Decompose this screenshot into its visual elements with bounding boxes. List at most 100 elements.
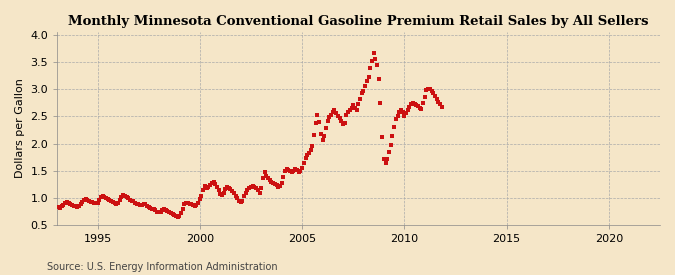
- Point: [271, 183, 282, 188]
- Point: [203, 185, 214, 189]
- Point: [302, 153, 313, 158]
- Point: [237, 199, 248, 204]
- Point: [221, 184, 232, 189]
- Point: [70, 204, 81, 208]
- Point: [109, 201, 120, 206]
- Point: [201, 186, 212, 190]
- Point: [78, 198, 89, 202]
- Point: [399, 114, 410, 118]
- Point: [153, 210, 164, 214]
- Point: [116, 195, 127, 199]
- Point: [124, 197, 135, 202]
- Point: [435, 102, 446, 106]
- Point: [84, 199, 95, 203]
- Point: [218, 190, 229, 195]
- Point: [128, 199, 139, 204]
- Point: [58, 203, 69, 207]
- Point: [82, 197, 92, 202]
- Point: [400, 111, 411, 115]
- Point: [142, 204, 153, 208]
- Point: [350, 105, 360, 110]
- Point: [404, 105, 415, 109]
- Point: [348, 103, 358, 107]
- Point: [379, 156, 389, 161]
- Point: [267, 181, 278, 185]
- Point: [377, 135, 387, 139]
- Point: [308, 133, 319, 138]
- Point: [140, 202, 151, 207]
- Point: [409, 101, 420, 106]
- Point: [213, 188, 224, 192]
- Point: [225, 187, 236, 191]
- Point: [331, 111, 342, 115]
- Point: [236, 200, 246, 205]
- Point: [387, 134, 398, 139]
- Point: [160, 208, 171, 212]
- Point: [122, 195, 132, 200]
- Point: [353, 102, 364, 106]
- Point: [88, 201, 99, 205]
- Point: [97, 194, 108, 199]
- Point: [326, 112, 337, 117]
- Point: [354, 97, 365, 101]
- Point: [247, 184, 258, 188]
- Point: [217, 192, 227, 197]
- Point: [94, 198, 105, 202]
- Point: [208, 179, 219, 184]
- Point: [200, 184, 211, 188]
- Point: [111, 202, 122, 206]
- Point: [77, 200, 88, 205]
- Point: [285, 169, 296, 174]
- Point: [240, 191, 251, 195]
- Point: [382, 156, 393, 161]
- Point: [279, 169, 290, 173]
- Point: [205, 183, 215, 187]
- Point: [143, 204, 154, 209]
- Point: [99, 195, 110, 199]
- Point: [157, 208, 168, 213]
- Point: [167, 212, 178, 216]
- Point: [123, 196, 134, 201]
- Point: [174, 214, 185, 218]
- Point: [319, 134, 329, 139]
- Point: [418, 101, 429, 105]
- Point: [425, 86, 435, 91]
- Point: [334, 116, 345, 121]
- Point: [106, 199, 117, 204]
- Point: [360, 84, 371, 89]
- Point: [188, 203, 198, 207]
- Point: [191, 203, 202, 207]
- Title: Monthly Minnesota Conventional Gasoline Premium Retail Sales by All Sellers: Monthly Minnesota Conventional Gasoline …: [68, 15, 649, 28]
- Point: [314, 120, 325, 125]
- Point: [193, 201, 204, 206]
- Point: [246, 185, 256, 189]
- Point: [414, 105, 425, 110]
- Point: [290, 167, 301, 171]
- Point: [421, 87, 432, 92]
- Point: [351, 108, 362, 112]
- Point: [281, 166, 292, 171]
- Point: [104, 198, 115, 202]
- Point: [254, 190, 265, 195]
- Point: [338, 122, 348, 126]
- Point: [315, 131, 326, 136]
- Point: [363, 75, 374, 79]
- Point: [278, 175, 289, 180]
- Point: [398, 110, 408, 115]
- Point: [86, 200, 97, 204]
- Point: [60, 201, 71, 206]
- Point: [198, 188, 209, 192]
- Point: [210, 182, 221, 186]
- Point: [276, 181, 287, 185]
- Point: [358, 89, 369, 93]
- Point: [145, 206, 156, 210]
- Point: [232, 196, 242, 201]
- Point: [146, 207, 157, 211]
- Point: [189, 204, 200, 208]
- Point: [186, 202, 196, 207]
- Point: [431, 97, 442, 101]
- Point: [329, 108, 340, 112]
- Point: [269, 182, 280, 186]
- Point: [229, 191, 240, 195]
- Point: [72, 204, 82, 209]
